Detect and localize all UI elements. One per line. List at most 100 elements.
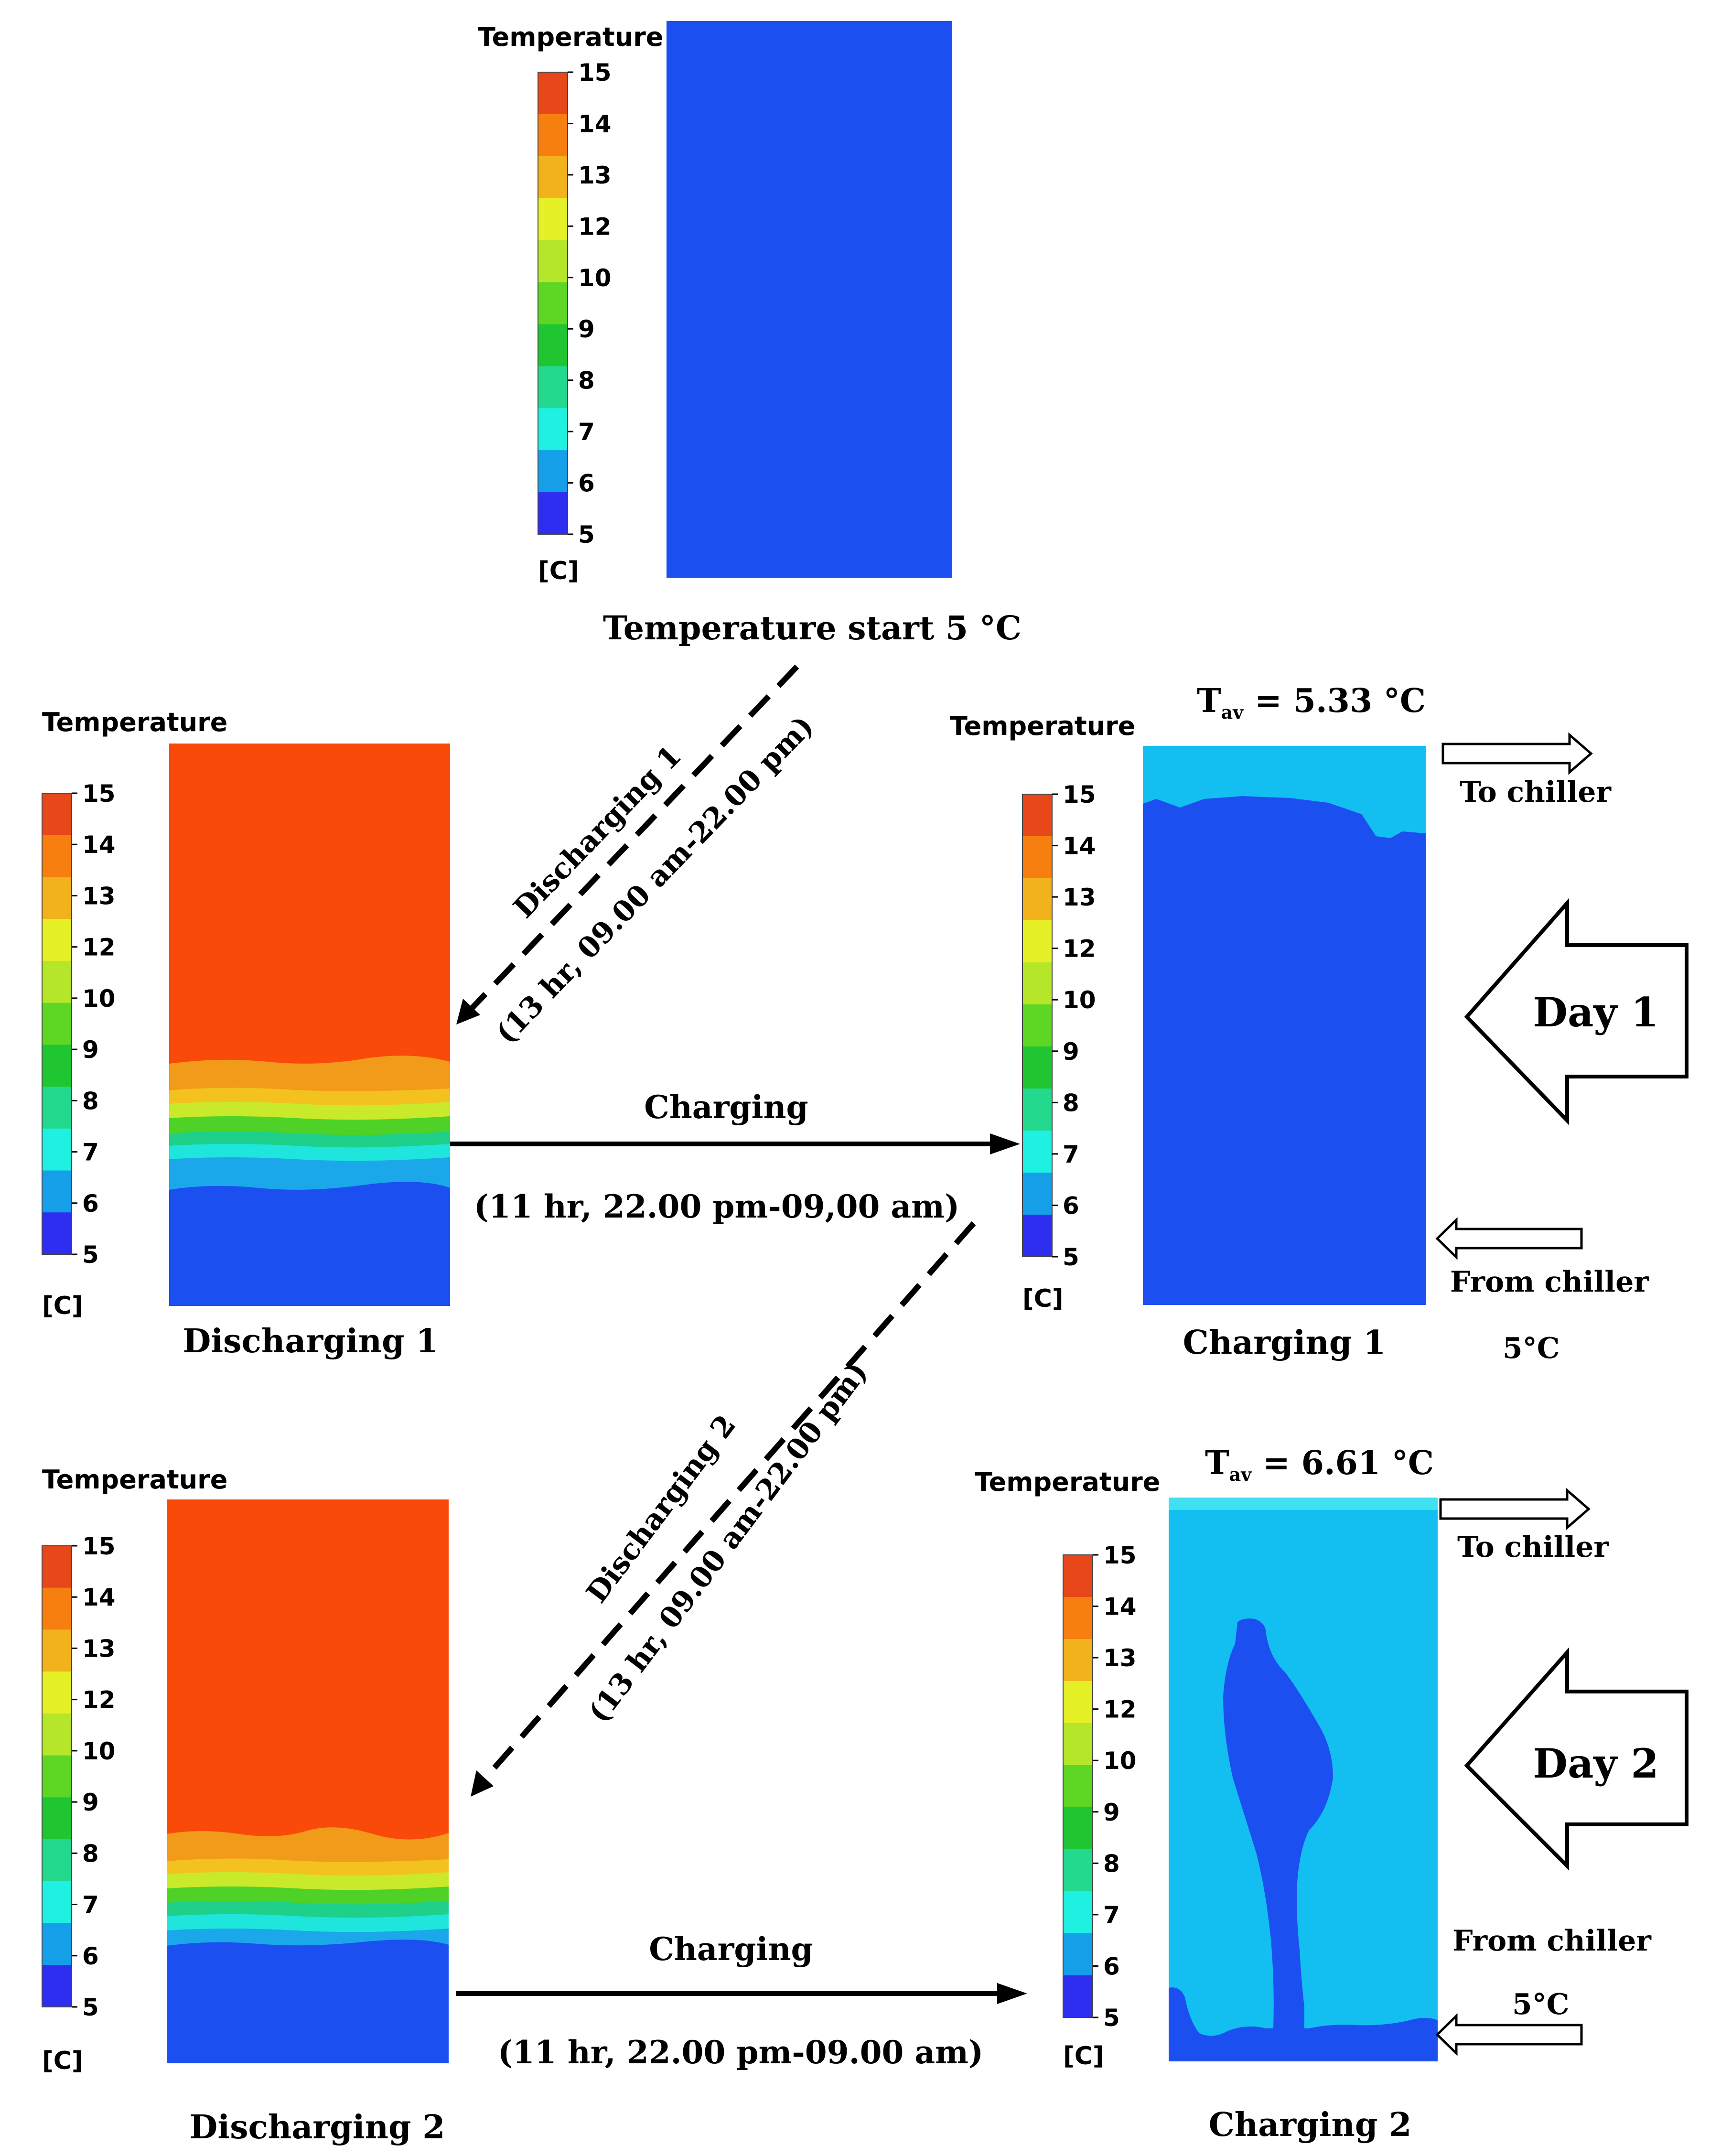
colorbar-segment (1063, 1891, 1093, 1934)
colorbar-segment (1063, 1555, 1093, 1597)
colorbar-frame (538, 72, 568, 535)
colorbar-segment (42, 1881, 72, 1924)
discharging1-arrowhead (456, 999, 480, 1024)
colorbar-tick-label: 9 (1103, 1799, 1120, 1826)
colorbar-tick-label: 9 (82, 1036, 99, 1064)
start-tank-field (667, 21, 952, 578)
charging2-top-band (1169, 1498, 1438, 1510)
charging2-flow-label: Charging (649, 1930, 813, 1968)
colorbar-tick-label: 10 (82, 985, 116, 1013)
colorbar-segment (42, 919, 72, 961)
colorbar-segment (42, 960, 72, 1003)
charging2-flow: Charging (11 hr, 22.00 pm-09.00 am) (456, 1930, 1027, 2071)
from-chiller-2-label: From chiller (1452, 1924, 1652, 1958)
colorbar-tick-label: 12 (1063, 935, 1096, 963)
from-chiller-1-label: From chiller (1450, 1265, 1649, 1299)
discharging1-colorbar: 15 14 13 12 10 9 8 7 6 5 Temperature [C] (42, 707, 227, 1320)
colorbar-tick-label: 15 (82, 780, 116, 808)
colorbar-segment (1063, 1597, 1093, 1639)
colorbar-tick-label: 15 (1103, 1542, 1137, 1569)
colorbar-segment (42, 793, 72, 836)
day1-label: Day 1 (1533, 989, 1659, 1036)
colorbar-segment (1022, 1131, 1052, 1173)
colorbar-segment (1022, 836, 1052, 879)
colorbar-tick-label: 10 (1103, 1747, 1137, 1775)
colorbar-unit: [C] (42, 2047, 83, 2075)
charging1-cold-layer (1143, 796, 1426, 1305)
day2-big-arrow (1464, 1647, 1688, 1871)
colorbar-tick-label: 15 (578, 59, 612, 86)
colorbar-segment (42, 1713, 72, 1756)
colorbar-segment (42, 1087, 72, 1129)
colorbar-segment (1022, 920, 1052, 963)
discharging1-panel: 15 14 13 12 10 9 8 7 6 5 Temperature [C] Dischargin… (42, 707, 450, 1360)
colorbar-frame (1063, 1554, 1093, 2018)
charging1-colorbar: 15 14 13 12 10 9 8 7 6 5 Temperature [C] (950, 711, 1135, 1313)
colorbar-tick-label: 5 (82, 1994, 99, 2021)
colorbar-segment (1063, 1639, 1093, 1682)
colorbar-segment (42, 1546, 72, 1588)
colorbar-unit: [C] (1063, 2042, 1104, 2070)
colorbar-tick-label: 7 (1063, 1141, 1079, 1168)
colorbar-title: Temperature (42, 707, 227, 737)
colorbar-segment (42, 1045, 72, 1087)
charging2-tav: Tav = 6.61 °C (1205, 1444, 1434, 1485)
colorbar-tick-label: 12 (1103, 1696, 1137, 1724)
charging2-panel: 15 14 13 12 10 9 8 7 6 5 Temperature [C] Tav = 6.61… (975, 1444, 1438, 2144)
colorbar-tick-label: 6 (1063, 1192, 1079, 1219)
colorbar-unit: [C] (42, 1292, 83, 1320)
colorbar-segment (538, 240, 568, 283)
colorbar-segment (1063, 1681, 1093, 1724)
colorbar-segment (1022, 1215, 1052, 1257)
colorbar-segment (1022, 1004, 1052, 1047)
start-caption: Temperature start 5 °C (603, 609, 1022, 647)
colorbar-segment (1022, 1173, 1052, 1215)
colorbar-tick-label: 6 (1103, 1952, 1120, 1980)
colorbar-tick-label: 13 (578, 162, 612, 189)
charging2-flow-time: (11 hr, 22.00 pm-09.00 am) (498, 2034, 983, 2071)
colorbar-segment (1022, 962, 1052, 1005)
colorbar-segment (1022, 1046, 1052, 1089)
colorbar-tick-label: 15 (82, 1532, 116, 1560)
charging2-cold-plume (1223, 1618, 1333, 2028)
charging1-flow-label: Charging (644, 1089, 808, 1126)
colorbar-segment (42, 835, 72, 877)
colorbar-tick-label: 13 (1103, 1644, 1137, 1672)
day2-indicator: Day 2 (1464, 1647, 1688, 1871)
colorbar-segment (538, 72, 568, 115)
colorbar-title: Temperature (42, 1465, 227, 1495)
colorbar-frame (42, 1545, 72, 2007)
charging1-flow-time: (11 hr, 22.00 pm-09,00 am) (474, 1188, 959, 1225)
charging1-panel: 15 14 13 12 10 9 8 7 6 5 Temperature [C] Tav = 5.33… (950, 682, 1426, 1362)
colorbar-segment (538, 492, 568, 535)
colorbar-segment (1063, 1933, 1093, 1976)
colorbar-tick-label: 7 (1103, 1901, 1120, 1929)
from-chiller-2-arrow (1435, 2013, 1583, 2056)
colorbar-tick-label: 8 (578, 367, 595, 395)
to-chiller-2-arrow (1439, 1488, 1591, 1531)
colorbar-segment (1022, 878, 1052, 921)
discharging1-cold-layer (169, 1182, 450, 1306)
inlet-temp-2-label: 5°C (1512, 1988, 1570, 2021)
to-chiller-1-label: To chiller (1460, 776, 1612, 809)
day2-label: Day 2 (1533, 1740, 1659, 1787)
colorbar-segment (42, 1629, 72, 1672)
colorbar-segment (42, 1797, 72, 1840)
colorbar-tick-label: 7 (578, 418, 595, 446)
colorbar-tick-label: 14 (82, 831, 116, 859)
colorbar-tick-label: 8 (1063, 1089, 1079, 1117)
colorbar-tick-label: 9 (578, 315, 595, 343)
colorbar-segment (42, 877, 72, 919)
charging2-cold-bottom (1169, 1987, 1438, 2061)
start-tank-panel: 15 14 13 12 10 9 8 7 6 5 Temperature [C] Temperatur… (478, 21, 1022, 647)
charging1-caption: Charging 1 (1183, 1324, 1386, 1362)
colorbar-segment (42, 1965, 72, 2007)
colorbar-tick-label: 14 (1103, 1593, 1137, 1621)
colorbar-tick-label: 12 (578, 213, 612, 240)
colorbar-tick-label: 8 (1103, 1850, 1120, 1877)
colorbar-tick-label: 5 (82, 1241, 99, 1269)
start-colorbar: 15 14 13 12 10 9 8 7 6 5 Temperature [C] (478, 22, 663, 585)
colorbar-title: Temperature (478, 22, 663, 52)
colorbar-segment (538, 114, 568, 157)
